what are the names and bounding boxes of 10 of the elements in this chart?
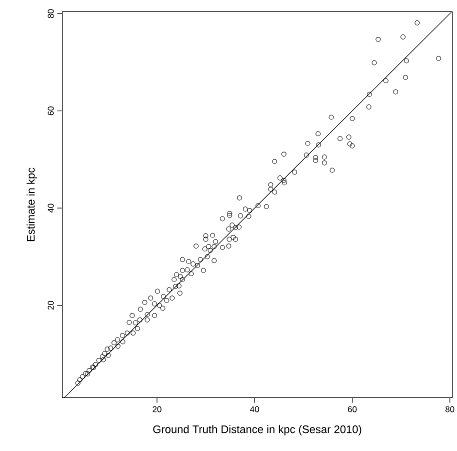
x-tick-label: 80 (446, 406, 454, 412)
y-tick-label: 80 (48, 9, 54, 18)
y-axis-title: Estimate in kpc (26, 168, 37, 242)
y-tick-label: 40 (48, 204, 54, 213)
x-tick-label: 60 (348, 406, 357, 412)
y-tick-label: 60 (48, 106, 54, 116)
x-tick-label: 40 (250, 406, 260, 412)
x-axis-title: Ground Truth Distance in kpc (Sesar 2010) (153, 425, 362, 436)
x-tick-label: 20 (152, 406, 162, 412)
y-tick-label: 20 (48, 300, 54, 310)
